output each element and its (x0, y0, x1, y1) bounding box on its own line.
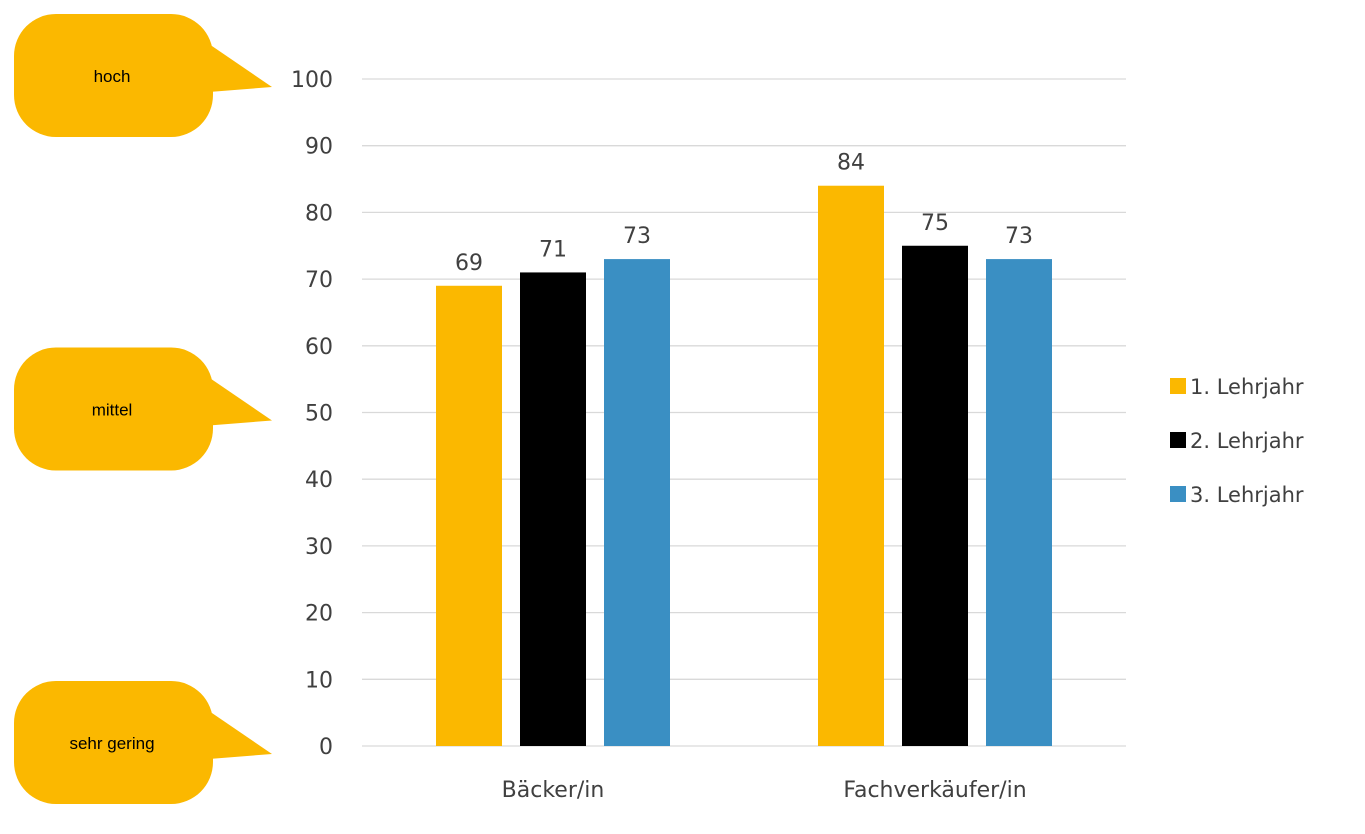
legend-label-2: 2. Lehrjahr (1190, 429, 1304, 453)
callout-bubble-2 (14, 347, 213, 471)
callout-3: sehr gering (14, 681, 272, 804)
callout-bubble-1 (14, 14, 213, 137)
y-tick-label-40: 40 (305, 468, 333, 493)
callout-pointer-2 (209, 377, 272, 426)
bar-3-1 (604, 259, 670, 746)
category-label-1: Bäcker/in (502, 778, 605, 803)
legend-swatch-1 (1170, 378, 1186, 394)
legend-label-3: 3. Lehrjahr (1190, 483, 1304, 507)
data-label-3-1: 73 (623, 224, 651, 249)
y-tick-label-0: 0 (319, 735, 333, 760)
data-label-1-1: 69 (455, 251, 483, 276)
legend-swatch-2 (1170, 432, 1186, 448)
y-tick-label-70: 70 (305, 268, 333, 293)
legend-swatch-3 (1170, 486, 1186, 502)
legend: 1. Lehrjahr 2. Lehrjahr 3. Lehrjahr (1170, 375, 1304, 507)
y-tick-label-80: 80 (305, 201, 333, 226)
y-tick-label-60: 60 (305, 335, 333, 360)
bar-2-1 (520, 272, 586, 746)
callout-2: mittel (14, 347, 272, 471)
bar-2-2 (902, 245, 968, 746)
y-tick-label-20: 20 (305, 602, 333, 627)
legend-label-1: 1. Lehrjahr (1190, 375, 1304, 399)
callout-pointer-3 (209, 711, 272, 759)
callout-label-1: hoch (94, 67, 131, 86)
y-tick-label-100: 100 (291, 68, 333, 93)
data-label-3-2: 73 (1005, 224, 1033, 249)
bar-1-2 (818, 185, 884, 747)
category-labels: Bäcker/in Fachverkäufer/in (502, 778, 1027, 803)
callout-label-2: mittel (92, 401, 133, 420)
callout-label-3: sehr gering (69, 734, 154, 753)
y-tick-label-30: 30 (305, 535, 333, 560)
level-callouts: hoch mittel sehr gering (14, 14, 272, 804)
y-tick-label-90: 90 (305, 135, 333, 160)
callout-pointer-1 (209, 44, 272, 92)
callout-bubble-3 (14, 681, 213, 804)
y-tick-label-10: 10 (305, 668, 333, 693)
y-axis-ticks: 0 10 20 30 40 50 60 70 80 90 100 (291, 68, 333, 760)
data-labels: 69 71 73 84 75 73 (455, 151, 1033, 276)
data-label-1-2: 84 (837, 151, 865, 176)
data-label-2-2: 75 (921, 211, 949, 236)
y-tick-label-50: 50 (305, 402, 333, 427)
category-label-2: Fachverkäufer/in (843, 778, 1026, 803)
bar-1-1 (436, 285, 502, 746)
bars (436, 185, 1052, 747)
data-label-2-1: 71 (539, 237, 567, 262)
callout-1: hoch (14, 14, 272, 137)
bar-3-2 (986, 259, 1052, 746)
